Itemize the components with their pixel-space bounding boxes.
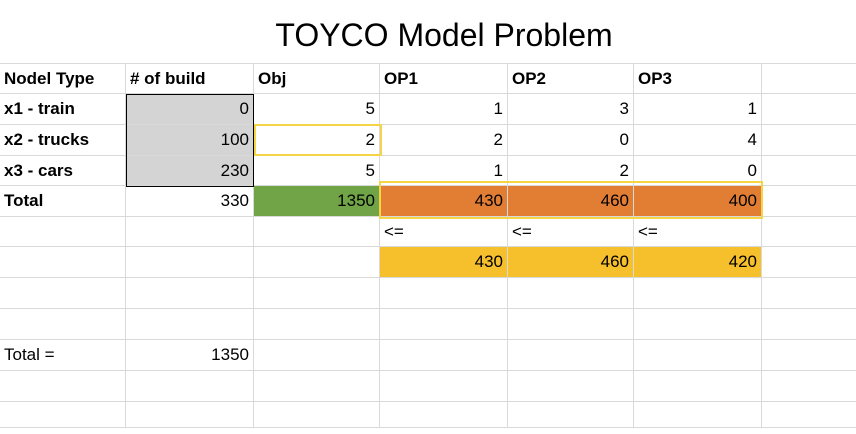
cell-empty[interactable] [0,309,126,340]
cell-empty[interactable] [380,278,508,309]
cell-empty[interactable] [254,247,380,278]
cell-empty[interactable] [126,402,254,428]
cell-empty[interactable] [0,278,126,309]
constraint-sign-op2[interactable]: <= [508,217,634,247]
cell-empty[interactable] [508,371,634,402]
total-build-cell[interactable]: 330 [126,186,254,217]
op3-x3-cell[interactable]: 0 [634,156,762,186]
op1-x1-cell[interactable]: 1 [380,94,508,125]
limit-op3-cell[interactable]: 420 [634,247,762,278]
obj-x2-cell[interactable]: 2 [254,125,380,156]
cell-empty[interactable] [634,278,762,309]
cell-empty[interactable] [762,156,856,186]
op3-x2-cell[interactable]: 4 [634,125,762,156]
op2-x3-cell[interactable]: 2 [508,156,634,186]
cell-empty[interactable] [126,247,254,278]
cell-empty[interactable] [762,371,856,402]
total-objective-cell[interactable]: 1350 [254,186,380,217]
row-label-total[interactable]: Total [0,186,126,217]
cell-empty[interactable] [634,340,762,371]
cell-empty[interactable] [254,340,380,371]
header-model-type[interactable]: Nodel Type [0,64,126,94]
obj-x1-cell[interactable]: 5 [254,94,380,125]
constraint-sign-op1[interactable]: <= [380,217,508,247]
header-num-build[interactable]: # of build [126,64,254,94]
cell-empty[interactable] [508,309,634,340]
cell-empty[interactable] [762,247,856,278]
header-obj[interactable]: Obj [254,64,380,94]
op2-x1-cell[interactable]: 3 [508,94,634,125]
cell-empty[interactable] [762,94,856,125]
cell-empty[interactable] [254,217,380,247]
cell-empty[interactable] [126,217,254,247]
cell-empty[interactable] [126,278,254,309]
op1-x3-cell[interactable]: 1 [380,156,508,186]
cell-empty[interactable] [634,402,762,428]
sheet-title[interactable]: TOYCO Model Problem [0,0,856,64]
limit-op1-cell[interactable]: 430 [380,247,508,278]
cell-empty[interactable] [634,371,762,402]
row-label-x2[interactable]: x2 - trucks [0,125,126,156]
cell-empty[interactable] [762,309,856,340]
cell-empty[interactable] [762,278,856,309]
op1-x2-cell[interactable]: 2 [380,125,508,156]
row-label-x1[interactable]: x1 - train [0,94,126,125]
constraint-sign-op3[interactable]: <= [634,217,762,247]
total-op2-cell[interactable]: 460 [508,186,634,217]
cell-empty[interactable] [254,278,380,309]
cell-empty[interactable] [380,402,508,428]
cell-empty[interactable] [380,371,508,402]
limit-op2-cell[interactable]: 460 [508,247,634,278]
cell-empty[interactable] [508,340,634,371]
build-x1-cell[interactable]: 0 [126,94,254,125]
cell-empty[interactable] [126,371,254,402]
header-op1[interactable]: OP1 [380,64,508,94]
cell-empty[interactable] [762,402,856,428]
cell-empty[interactable] [762,64,856,94]
build-x3-cell[interactable]: 230 [126,156,254,186]
obj-x3-cell[interactable]: 5 [254,156,380,186]
cell-empty[interactable] [0,247,126,278]
cell-empty[interactable] [254,371,380,402]
cell-empty[interactable] [762,125,856,156]
summary-value[interactable]: 1350 [126,340,254,371]
cell-empty[interactable] [380,309,508,340]
cell-empty[interactable] [762,340,856,371]
cell-empty[interactable] [254,402,380,428]
op3-x1-cell[interactable]: 1 [634,94,762,125]
total-op3-cell[interactable]: 400 [634,186,762,217]
cell-empty[interactable] [254,309,380,340]
header-op3[interactable]: OP3 [634,64,762,94]
build-x2-cell[interactable]: 100 [126,125,254,156]
cell-empty[interactable] [0,402,126,428]
summary-label[interactable]: Total = [0,340,126,371]
cell-empty[interactable] [0,371,126,402]
cell-empty[interactable] [126,309,254,340]
row-label-x3[interactable]: x3 - cars [0,156,126,186]
cell-empty[interactable] [508,278,634,309]
op2-x2-cell[interactable]: 0 [508,125,634,156]
cell-empty[interactable] [380,340,508,371]
cell-empty[interactable] [762,217,856,247]
cell-empty[interactable] [0,217,126,247]
cell-empty[interactable] [508,402,634,428]
header-op2[interactable]: OP2 [508,64,634,94]
total-op1-cell[interactable]: 430 [380,186,508,217]
cell-empty[interactable] [634,309,762,340]
cell-empty[interactable] [762,186,856,217]
